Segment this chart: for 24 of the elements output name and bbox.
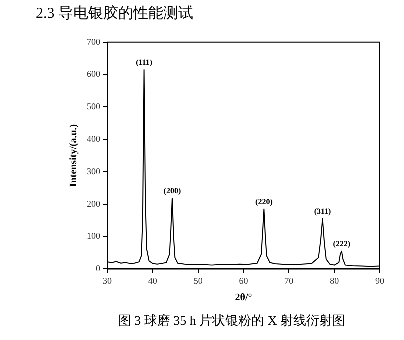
y-tick-label: 200 (87, 198, 101, 209)
y-tick-label: 500 (87, 102, 101, 112)
x-tick-label: 40 (148, 276, 158, 286)
y-tick-label: 600 (87, 69, 101, 80)
annotation: (222) (333, 239, 351, 248)
x-tick-label: 70 (284, 276, 294, 286)
y-tick-label: 0 (96, 264, 101, 274)
y-axis-title: Intensity/(a.u.) (68, 124, 80, 188)
x-tick-label: 50 (194, 276, 204, 286)
x-axis-title: 2θ/° (235, 292, 252, 304)
x-tick-label: 80 (330, 276, 340, 286)
annotation: (111) (136, 58, 153, 68)
annotation: (200) (164, 186, 182, 196)
y-tick-label: 700 (87, 36, 101, 47)
annotation: (311) (314, 207, 332, 216)
y-tick-label: 300 (87, 166, 101, 176)
annotation: (220) (256, 197, 274, 206)
x-tick-label: 60 (239, 276, 249, 286)
y-tick-label: 400 (87, 134, 101, 144)
y-tick-label: 100 (87, 231, 101, 242)
chart-title: 2.3 导电银胶的性能测试 (36, 4, 194, 23)
x-tick-label: 90 (376, 276, 385, 286)
caption: 图 3 球磨 35 h 片状银粉的 X 射线衍射图 (117, 312, 347, 330)
x-tick-label: 30 (103, 276, 112, 286)
